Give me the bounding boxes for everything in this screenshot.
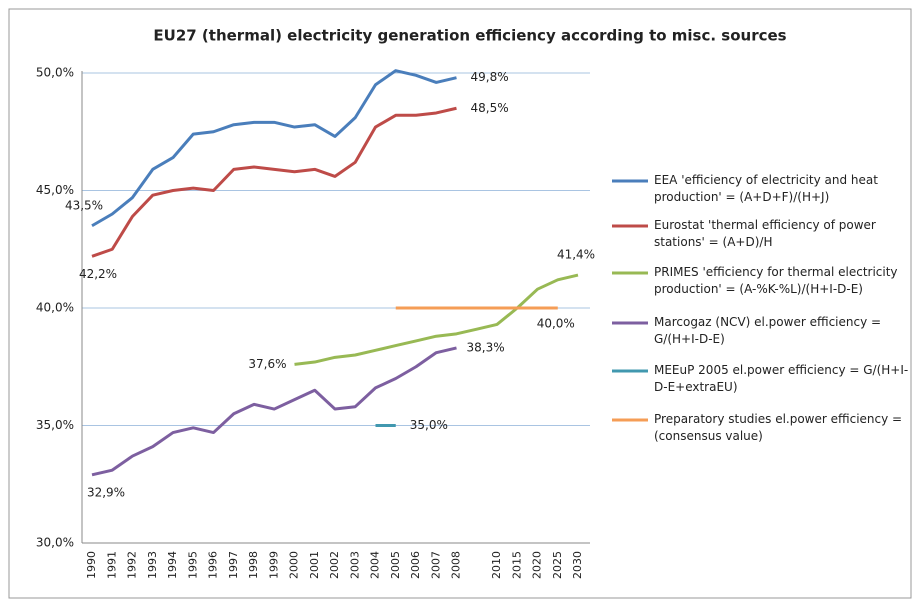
x-tick-label: 2030 (571, 551, 584, 579)
x-tick-label: 2005 (389, 551, 402, 579)
x-tick-label: 2002 (328, 551, 341, 579)
y-tick-label: 50,0% (36, 66, 74, 80)
x-tick-label: 2008 (450, 551, 463, 579)
x-tick-label: 1998 (247, 551, 260, 579)
legend-label: PRIMES 'efficiency for thermal electrici… (654, 265, 898, 296)
series-line (91, 69, 457, 228)
x-tick-label: 2001 (308, 551, 321, 579)
x-tick-label: 2000 (288, 551, 301, 579)
data-label: 41,4% (557, 248, 595, 262)
x-tick-label: 1997 (227, 551, 240, 579)
data-label: 37,6% (248, 357, 286, 371)
x-tick-label: 1991 (105, 551, 118, 579)
legend-label: Preparatory studies el.power efficiency … (654, 412, 903, 443)
x-tick-label: 2004 (369, 551, 382, 579)
x-tick-label: 1992 (126, 551, 139, 579)
x-tick-label: 1994 (166, 551, 179, 579)
x-tick-label: 2007 (429, 551, 442, 579)
legend-label: EEA 'efficiency of electricity and heat … (654, 173, 878, 204)
chart-title: EU27 (thermal) electricity generation ef… (153, 27, 786, 45)
legend-label: Eurostat 'thermal efficiency of power st… (654, 218, 876, 249)
data-label: 42,2% (79, 267, 117, 281)
data-label: 43,5% (65, 198, 103, 212)
x-tick-label: 1995 (186, 551, 199, 579)
x-tick-label: 2025 (551, 551, 564, 579)
legend-label: Marcogaz (NCV) el.power efficiency = G/(… (654, 315, 882, 346)
x-tick-label: 1999 (267, 551, 280, 579)
x-tick-label: 2020 (531, 551, 544, 579)
data-label: 49,8% (471, 70, 509, 84)
y-tick-label: 35,0% (36, 418, 74, 432)
y-tick-label: 40,0% (36, 301, 74, 315)
series-line (91, 346, 457, 477)
y-tick-label: 30,0% (36, 536, 74, 550)
x-tick-label: 2015 (510, 551, 523, 579)
data-label: 32,9% (87, 485, 125, 499)
y-tick-label: 45,0% (36, 183, 74, 197)
x-tick-label: 1990 (85, 551, 98, 579)
x-tick-label: 2003 (348, 551, 361, 579)
series-line (294, 273, 579, 366)
chart-frame (8, 8, 912, 599)
x-tick-label: 2010 (490, 551, 503, 579)
legend-label: MEEuP 2005 el.power efficiency = G/(H+I-… (654, 363, 909, 394)
data-label: 40,0% (537, 317, 575, 331)
data-label: 48,5% (471, 101, 509, 115)
series-line (91, 106, 457, 258)
data-label: 35,0% (410, 418, 448, 432)
x-tick-label: 1996 (207, 551, 220, 579)
data-label: 38,3% (467, 340, 505, 354)
x-tick-label: 2006 (409, 551, 422, 579)
x-tick-label: 1993 (146, 551, 159, 579)
